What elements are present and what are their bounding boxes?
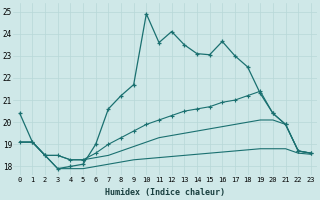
X-axis label: Humidex (Indice chaleur): Humidex (Indice chaleur) (105, 188, 225, 197)
